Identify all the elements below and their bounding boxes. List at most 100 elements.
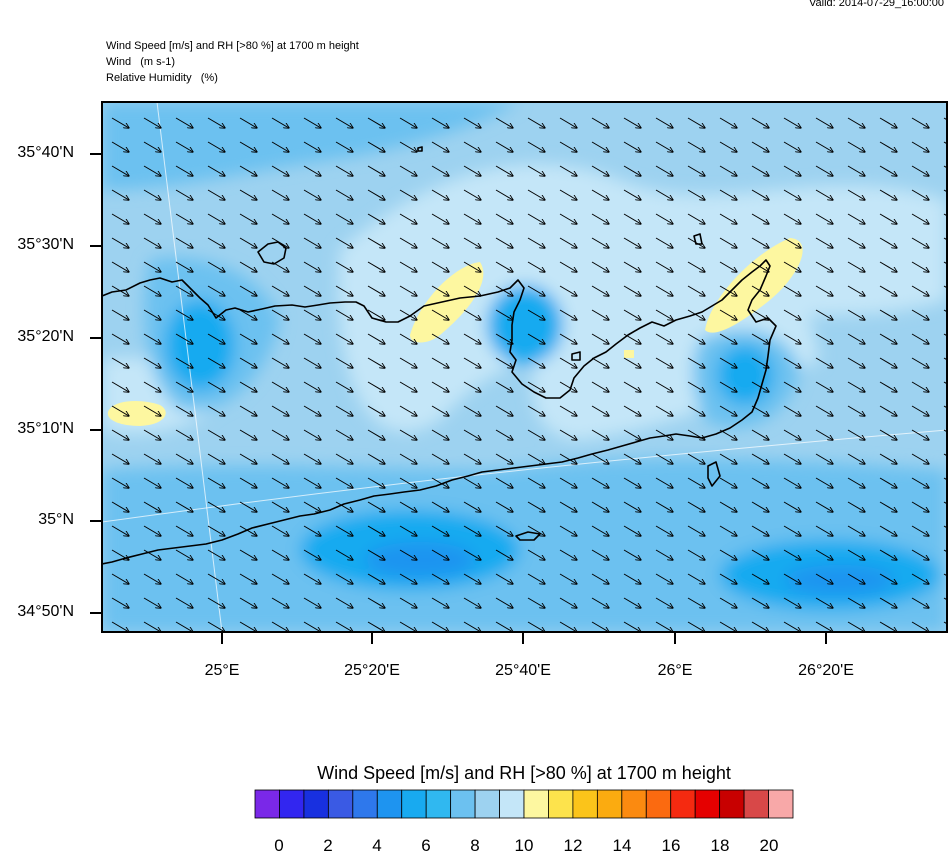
wind-vector [399,189,417,200]
wind-vector [239,453,257,464]
wind-vector [271,597,289,608]
wind-vector [719,573,737,584]
wind-vector [143,621,161,632]
wind-vector [431,381,449,392]
coastline [102,146,777,565]
wind-vector [271,333,289,344]
wind-vector [591,213,609,224]
wind-vector [143,573,161,584]
wind-vector [495,309,513,320]
wind-vector [751,549,769,560]
wind-vector [111,573,129,584]
wind-vector [303,165,321,176]
colorbar-box [743,789,769,819]
wind-vector [399,165,417,176]
wind-vector [751,405,769,416]
wind-vector [367,189,385,200]
wind-vector [623,381,641,392]
wind-vector [495,237,513,248]
wind-vector [143,477,161,488]
wind-vector [111,501,129,512]
wind-vector [207,405,225,416]
wind-vector [879,621,897,632]
wind-vector [751,141,769,152]
wind-vector [527,573,545,584]
wind-vector [783,621,801,632]
wind-vector [847,309,865,320]
wind-vector [495,501,513,512]
wind-vector [143,597,161,608]
field-stronger-south [365,542,475,578]
lon-label: 26°E [657,662,693,679]
wind-vector [911,117,929,128]
wind-vector [335,573,353,584]
lon-label: 25°E [204,662,240,679]
wind-vector [431,141,449,152]
wind-vector [239,165,257,176]
wind-vector [879,333,897,344]
wind-vector [335,621,353,632]
wind-vector [527,381,545,392]
colorbar-box [548,789,574,819]
wind-vector [911,597,929,608]
wind-vector [783,381,801,392]
wind-vector [559,501,577,512]
colorbar-tick-label: 10 [514,836,534,855]
wind-vector [495,165,513,176]
wind-vector [207,597,225,608]
wind-vector [431,309,449,320]
wind-vector [143,285,161,296]
wind-vector [815,381,833,392]
wind-vector [815,549,833,560]
wind-vector [143,261,161,272]
wind-vector [911,477,929,488]
wind-vector [815,477,833,488]
wind-vector [687,261,705,272]
wind-vector [367,501,385,512]
islet-2 [417,146,423,152]
wind-vector [143,141,161,152]
wind-vector [719,309,737,320]
wind-vector [431,237,449,248]
wind-vector [847,381,865,392]
wind-vector [559,621,577,632]
wind-vector [495,453,513,464]
wind-vector [431,525,449,536]
wind-vector [175,597,193,608]
wind-vector [303,261,321,272]
wind-vector [719,213,737,224]
colorbar-box [474,789,500,819]
wind-vector [207,381,225,392]
wind-vector [303,381,321,392]
wind-vector [847,573,865,584]
wind-vector [815,213,833,224]
wind-vector [911,405,929,416]
wind-vector [623,189,641,200]
wind-vector [687,501,705,512]
wind-vector [687,381,705,392]
wind-vector [463,501,481,512]
colorbar-title: Wind Speed [m/s] and RH [>80 %] at 1700 … [317,763,731,783]
wind-vector [623,141,641,152]
wind-vector [783,477,801,488]
wind-vector [111,357,129,368]
header-title: Wind Speed [m/s] and RH [>80 %] at 1700 … [106,40,359,52]
wind-vector [559,573,577,584]
wind-vector [367,309,385,320]
wind-vector [623,621,641,632]
wind-vector [399,357,417,368]
wind-vector [335,357,353,368]
wind-vector [111,429,129,440]
wind-vector [719,141,737,152]
wind-vector [303,357,321,368]
wind-vector [879,381,897,392]
wind-vector [271,141,289,152]
wind-vector [527,549,545,560]
wind-vector [527,141,545,152]
wind-vector [783,165,801,176]
wind-vector [623,237,641,248]
wind-vector [367,573,385,584]
wind-vector [463,261,481,272]
wind-vector [207,189,225,200]
wind-vector [783,309,801,320]
